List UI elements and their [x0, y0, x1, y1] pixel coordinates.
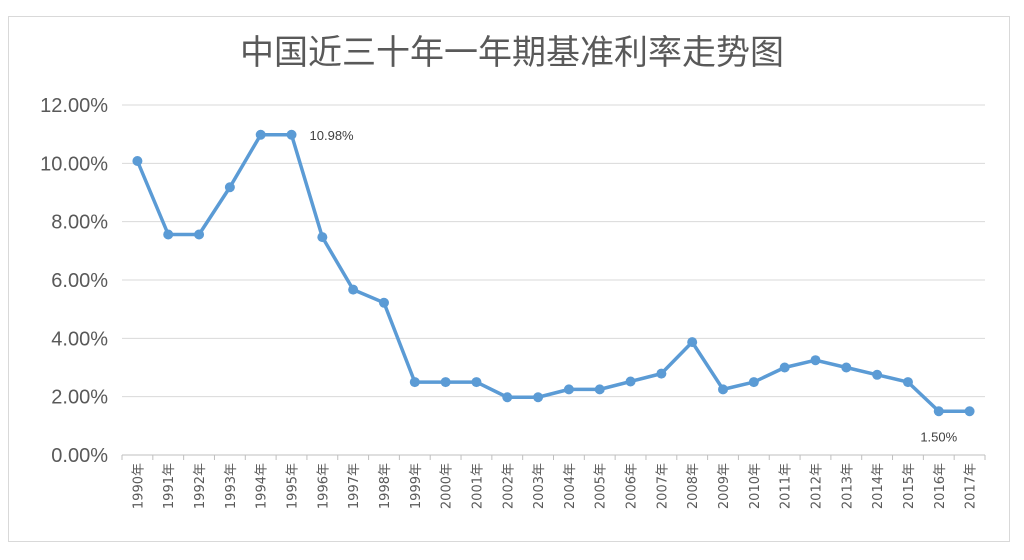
data-point — [409, 377, 420, 388]
data-point — [625, 376, 636, 387]
x-tick-label: 1991年 — [162, 463, 177, 509]
data-point — [872, 369, 883, 380]
data-point — [194, 229, 205, 240]
data-point — [779, 362, 790, 373]
y-tick-label: 10.00% — [40, 153, 108, 175]
data-point — [286, 129, 297, 140]
data-point — [810, 355, 821, 366]
data-point — [902, 377, 913, 388]
x-tick-label: 2001年 — [470, 463, 485, 509]
data-point — [378, 297, 389, 308]
y-tick-label: 6.00% — [51, 270, 108, 292]
x-tick-label: 2007年 — [655, 463, 670, 509]
data-point — [255, 129, 266, 140]
data-label: 10.98% — [310, 128, 355, 143]
x-tick-label: 2003年 — [532, 463, 547, 509]
chart-frame — [8, 16, 1010, 542]
data-point — [656, 368, 667, 379]
x-tick-label: 2017年 — [964, 463, 979, 509]
data-label: 1.50% — [920, 429, 957, 444]
x-tick-label: 1998年 — [378, 463, 393, 509]
data-point — [132, 156, 143, 166]
x-tick-label: 2010年 — [748, 463, 763, 509]
data-point — [502, 392, 513, 403]
data-point — [224, 182, 235, 193]
x-tick-label: 1994年 — [255, 463, 270, 509]
x-tick-label: 2008年 — [686, 463, 701, 509]
chart-title: 中国近三十年一年期基准利率走势图 — [240, 33, 784, 73]
data-point — [317, 232, 328, 243]
data-point — [533, 392, 544, 403]
x-tick-label: 2005年 — [594, 463, 609, 509]
x-tick-label: 2015年 — [902, 463, 917, 509]
series-line — [135, 133, 970, 413]
data-point — [841, 362, 852, 373]
data-point — [594, 384, 605, 395]
x-tick-label: 1992年 — [193, 463, 208, 509]
data-point — [964, 406, 975, 417]
data-point — [933, 406, 944, 417]
data-point — [563, 384, 574, 395]
data-point — [440, 377, 451, 388]
x-tick-label: 2006年 — [625, 463, 640, 509]
x-axis-ticks: 1990年 1991年 1992年 1993年 1994年 1995年 1996年 1997年… — [121, 455, 986, 509]
x-tick-label: 2012年 — [809, 463, 824, 509]
y-tick-label: 8.00% — [51, 212, 108, 234]
data-point — [748, 377, 759, 388]
x-tick-label: 1995年 — [286, 463, 301, 509]
x-tick-label: 1993年 — [224, 463, 239, 509]
y-tick-label: 12.00% — [40, 95, 108, 117]
y-tick-label: 2.00% — [51, 387, 108, 409]
x-tick-label: 2000年 — [440, 463, 455, 509]
data-point — [348, 284, 359, 295]
data-point — [718, 384, 729, 395]
x-tick-label: 2013年 — [840, 463, 855, 509]
x-tick-label: 2004年 — [563, 463, 578, 509]
y-tick-label: 0.00% — [51, 445, 108, 467]
data-point — [163, 229, 174, 240]
series — [132, 129, 975, 417]
x-tick-label: 2014年 — [871, 463, 886, 509]
x-tick-label: 1999年 — [409, 463, 424, 509]
x-tick-label: 1997年 — [347, 463, 362, 509]
y-axis-ticks: 0.00% 2.00% 4.00% 6.00% 8.00% 10.00% 12.00% — [40, 95, 108, 467]
x-tick-label: 1996年 — [316, 463, 331, 509]
x-tick-label: 2009年 — [717, 463, 732, 509]
data-labels: 10.98% 1.50% — [310, 128, 958, 445]
x-tick-label: 2002年 — [501, 463, 516, 509]
x-tick-label: 2011年 — [779, 463, 794, 509]
data-point — [687, 337, 698, 348]
x-tick-label: 2016年 — [933, 463, 948, 509]
y-tick-label: 4.00% — [51, 328, 108, 350]
grid — [122, 104, 985, 456]
data-point — [471, 377, 482, 388]
x-tick-label: 1990年 — [131, 463, 146, 509]
